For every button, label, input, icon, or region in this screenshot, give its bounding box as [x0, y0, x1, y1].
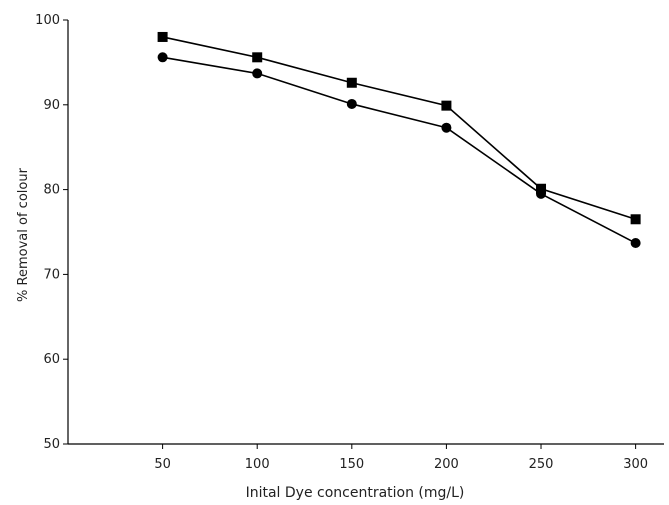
y-tick-label: 90 — [43, 98, 60, 113]
series-line-2 — [162, 56, 636, 244]
x-axis-label: Inital Dye concentration (mg/L) — [246, 485, 465, 501]
data-point-circle — [630, 238, 641, 249]
data-point-circle — [157, 52, 168, 63]
x-tick-label: 100 — [245, 457, 270, 472]
x-tick-label: 300 — [623, 457, 648, 472]
x-tick-label: 250 — [529, 457, 554, 472]
data-point-square — [252, 52, 263, 63]
y-tick-label: 60 — [43, 352, 60, 367]
y-tick-label: 70 — [43, 267, 60, 282]
y-tick-label: 100 — [35, 13, 60, 28]
x-tick-label: 200 — [434, 457, 459, 472]
x-tick-label: 150 — [339, 457, 364, 472]
data-point-circle — [441, 122, 452, 133]
x-tick-label: 50 — [154, 457, 171, 472]
data-point-square — [157, 31, 168, 42]
data-point-square — [630, 214, 641, 225]
chart-marks — [157, 31, 641, 249]
data-point-square — [346, 77, 357, 88]
data-point-circle — [536, 188, 547, 199]
data-point-circle — [252, 68, 263, 79]
data-point-square — [536, 183, 547, 194]
data-point-circle — [346, 98, 357, 109]
axes: 50 60 70 80 90 100 50 100 150 200 250 300 — [35, 13, 664, 472]
data-point-square — [441, 100, 452, 111]
series-line-1 — [162, 36, 636, 221]
y-axis-label: % Removal of colour — [16, 167, 31, 302]
y-tick-label: 80 — [43, 183, 60, 198]
y-tick-label: 50 — [43, 437, 60, 452]
